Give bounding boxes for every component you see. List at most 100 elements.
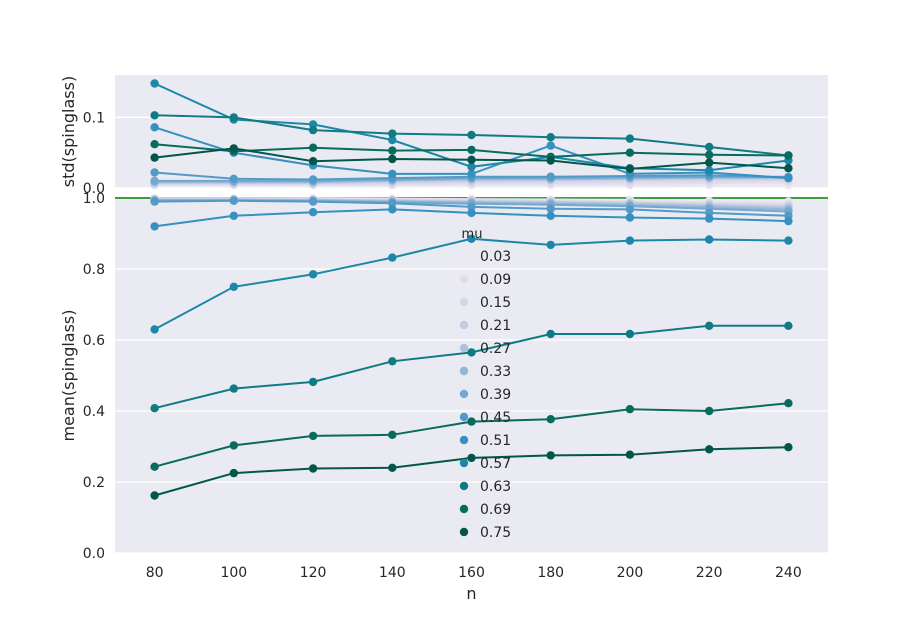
- mean-data-point: [625, 213, 635, 222]
- mean-data-point: [150, 325, 159, 334]
- mean-ytick-label: 0.0: [83, 546, 105, 562]
- std-ytick-label: 0.0: [83, 181, 105, 197]
- std-data-point: [784, 151, 793, 160]
- legend-label: 0.27: [480, 341, 511, 357]
- std-data-point: [625, 164, 635, 174]
- mean-data-point: [705, 445, 714, 454]
- legend-item: 0.27: [459, 341, 511, 357]
- std-panel: 0.0 0.1 std(spinglass): [59, 75, 828, 197]
- x-tick-label: 220: [696, 565, 723, 581]
- std-ytick-label: 0.1: [83, 110, 105, 126]
- legend-label: 0.21: [480, 318, 511, 334]
- std-data-point: [388, 135, 397, 145]
- std-data-point: [467, 145, 476, 155]
- legend-marker: [459, 504, 469, 514]
- std-y-axis-label: std(spinglass): [59, 76, 78, 187]
- mean-data-point: [625, 405, 635, 414]
- mean-data-point: [229, 441, 238, 450]
- mean-data-point: [229, 384, 238, 393]
- mean-data-point: [705, 321, 714, 330]
- std-data-point: [784, 164, 793, 173]
- std-data-point: [308, 157, 318, 166]
- mean-ytick-label: 1.0: [83, 191, 105, 207]
- mean-data-point: [784, 236, 793, 245]
- x-tick-label: 200: [617, 565, 644, 581]
- mean-ytick-label: 0.2: [83, 475, 105, 491]
- mean-data-point: [308, 208, 318, 217]
- mean-data-point: [625, 205, 635, 214]
- std-data-point: [625, 134, 635, 143]
- mean-data-point: [388, 253, 397, 262]
- legend-label: 0.39: [480, 387, 511, 403]
- std-data-point: [467, 169, 476, 179]
- mean-data-point: [784, 321, 793, 330]
- mean-data-point: [467, 208, 476, 218]
- mean-data-point: [229, 211, 238, 220]
- legend-marker: [459, 297, 469, 307]
- mean-data-point: [388, 430, 397, 439]
- mean-data-point: [150, 404, 159, 413]
- std-data-point: [229, 144, 238, 153]
- mean-data-point: [784, 216, 793, 226]
- mean-ytick-label: 0.4: [83, 404, 105, 420]
- mean-data-point: [229, 282, 238, 291]
- std-data-point: [229, 174, 238, 183]
- legend-item: 0.03: [459, 249, 511, 265]
- mean-data-point: [546, 240, 555, 250]
- mean-data-point: [467, 417, 476, 426]
- std-data-point: [150, 111, 159, 120]
- std-data-point: [150, 153, 159, 162]
- legend-label: 0.63: [480, 479, 511, 495]
- legend-title: mu: [462, 227, 483, 242]
- mean-data-point: [467, 348, 476, 357]
- mean-series-0.75: [150, 443, 793, 500]
- std-data-point: [705, 142, 714, 152]
- legend-label: 0.75: [480, 525, 511, 541]
- std-data-point: [467, 155, 476, 164]
- mean-data-point: [546, 211, 555, 220]
- std-data-point: [308, 175, 318, 184]
- std-data-point: [150, 123, 159, 132]
- std-data-point: [388, 129, 397, 138]
- mean-data-point: [546, 204, 555, 213]
- std-series-0.75: [150, 144, 793, 174]
- mean-ytick-label: 0.8: [83, 262, 105, 278]
- std-data-point: [388, 154, 397, 164]
- std-data-point: [467, 162, 476, 171]
- mean-y-axis-label: mean(spinglass): [59, 309, 78, 441]
- legend: mu 0.03 0.09 0.15 0.21 0.27 0.33 0.39 0.45 0.51 0.…: [459, 227, 511, 541]
- mean-data-point: [784, 443, 793, 452]
- mean-data-point: [546, 415, 555, 424]
- mean-data-point: [229, 468, 238, 478]
- legend-label: 0.09: [480, 272, 511, 288]
- mean-data-point: [546, 329, 555, 339]
- mean-series-0.51: [150, 205, 793, 231]
- legend-item: 0.75: [459, 525, 511, 541]
- mean-ytick-label: 0.6: [83, 333, 105, 349]
- mean-series-0.57: [150, 234, 793, 334]
- mean-data-point: [467, 234, 476, 243]
- mean-data-point: [388, 205, 397, 214]
- mean-data-point: [705, 214, 714, 223]
- legend-marker: [459, 320, 469, 330]
- std-data-point: [546, 156, 555, 165]
- legend-label: 0.69: [480, 502, 511, 518]
- mean-series-0.63: [150, 321, 793, 413]
- x-tick-label: 80: [146, 565, 164, 581]
- legend-item: 0.09: [459, 272, 511, 288]
- legend-marker: [459, 366, 469, 376]
- mean-plot-background: [115, 198, 828, 553]
- mean-data-point: [229, 196, 238, 205]
- std-data-point: [150, 140, 159, 149]
- mean-data-point: [467, 202, 476, 212]
- mean-series-0.69: [150, 399, 793, 471]
- mean-data-point: [308, 270, 318, 279]
- mean-data-point: [308, 431, 318, 441]
- mean-data-point: [388, 199, 397, 208]
- x-tick-label: 180: [537, 565, 564, 581]
- mean-data-point: [625, 236, 635, 245]
- std-data-point: [150, 176, 159, 186]
- legend-marker: [459, 389, 469, 399]
- mean-data-point: [150, 222, 159, 231]
